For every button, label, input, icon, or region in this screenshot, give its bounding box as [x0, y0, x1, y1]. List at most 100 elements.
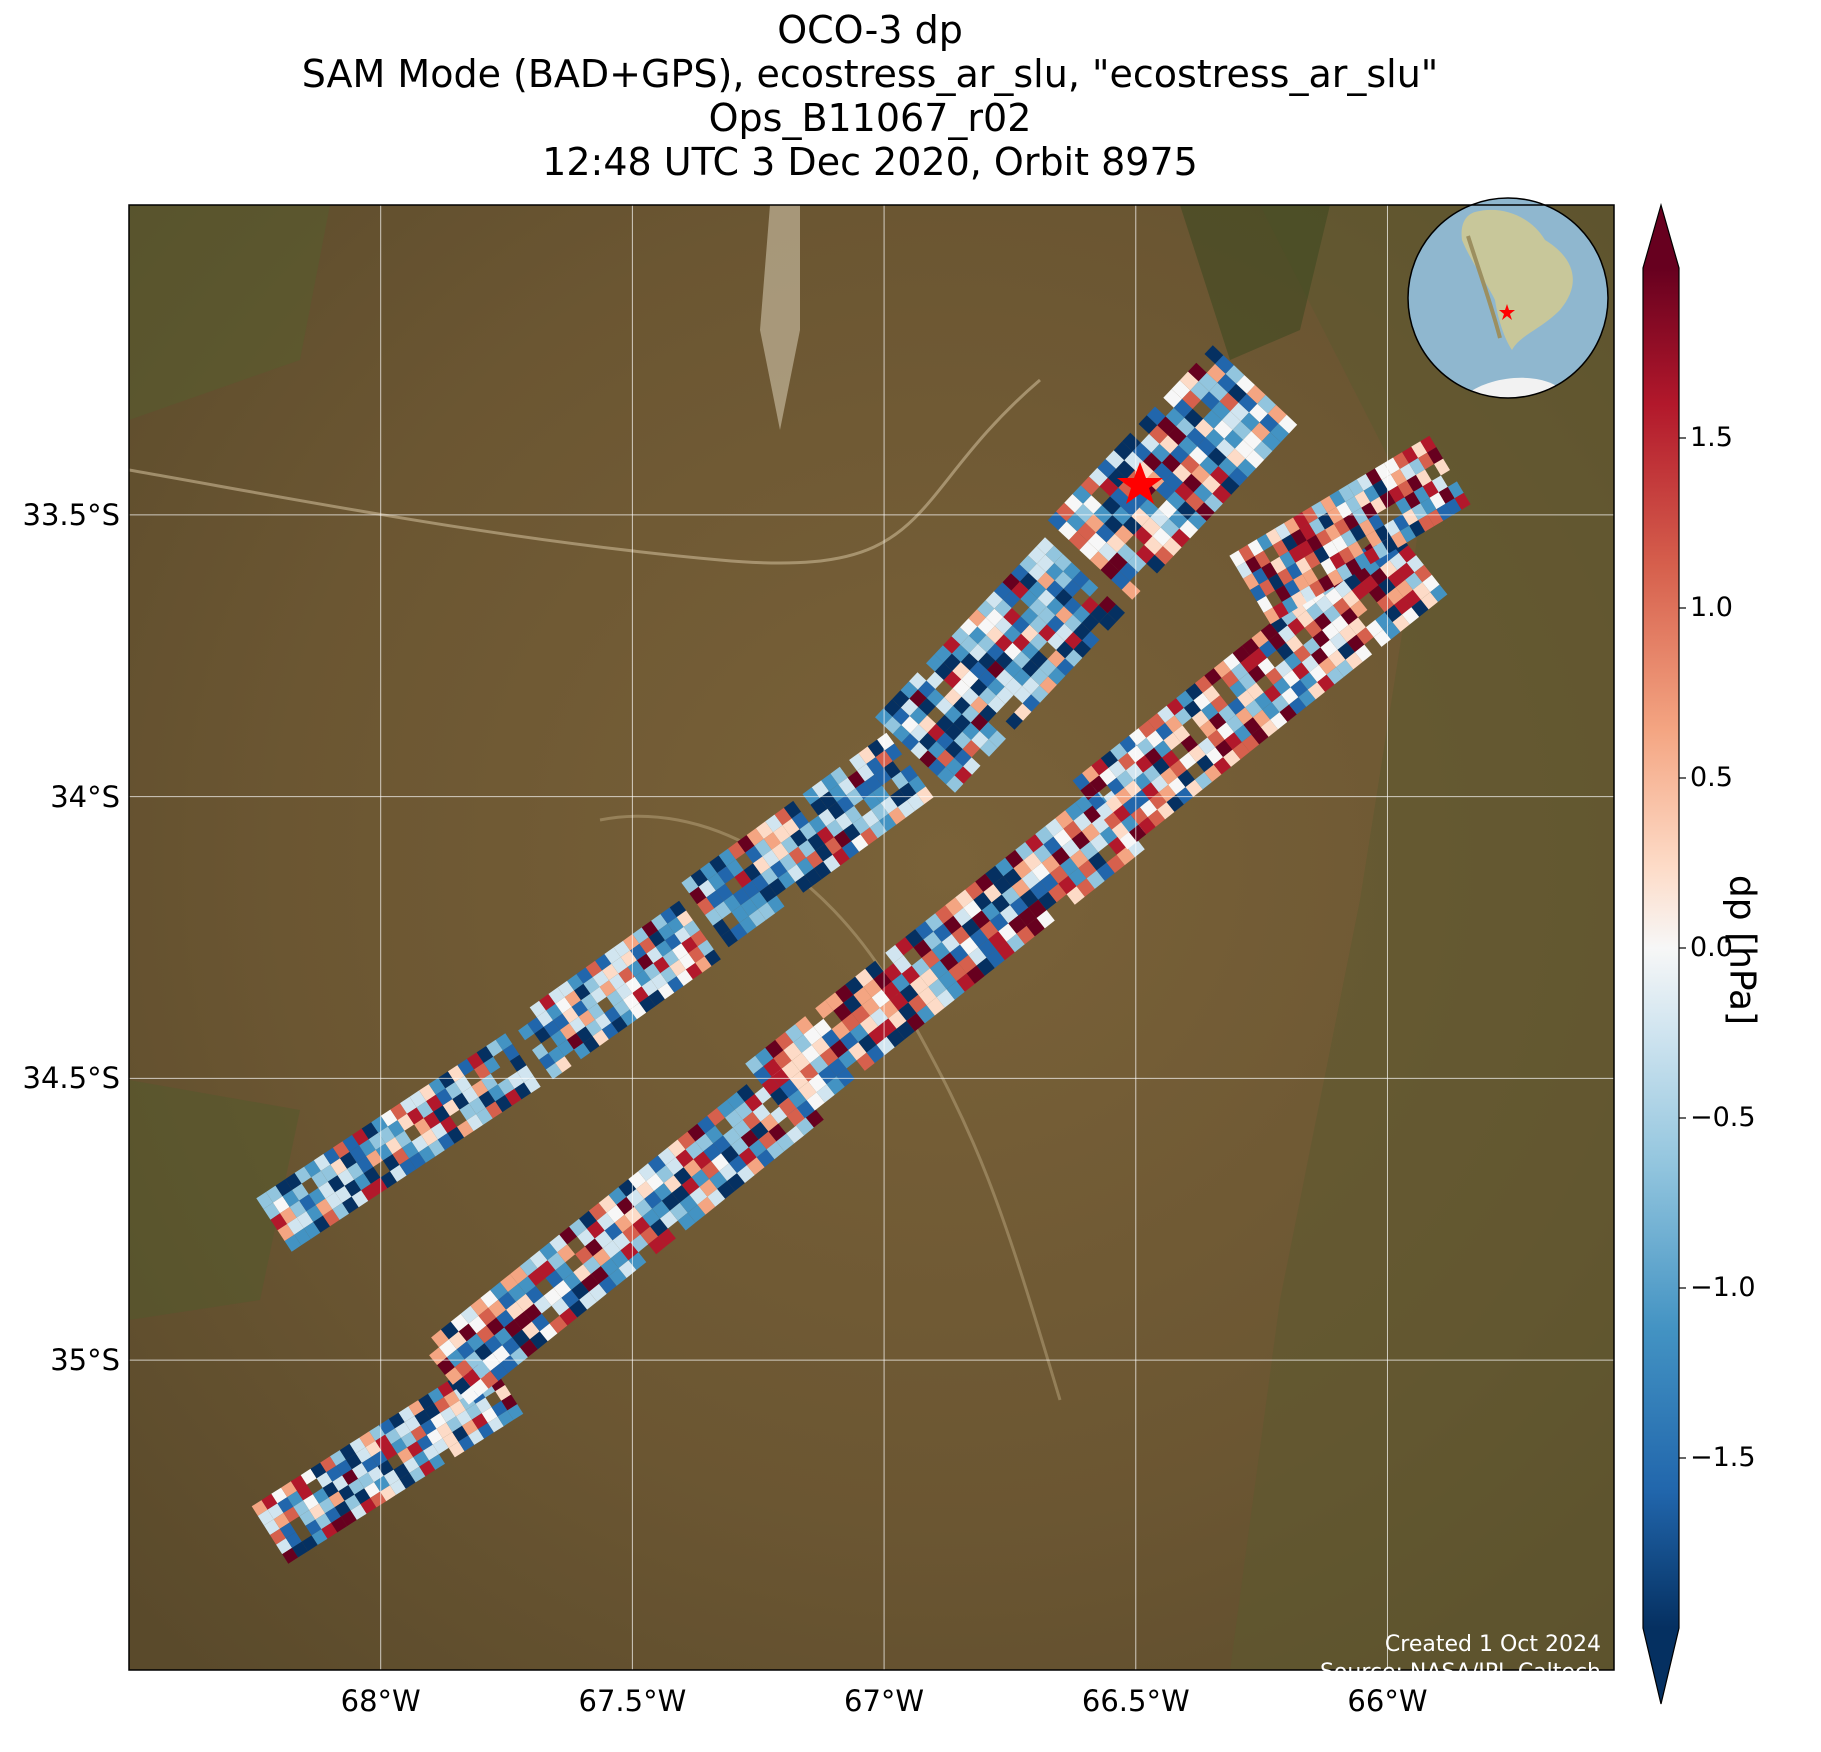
dp-footprint-cell: [1336, 563, 1353, 581]
dp-footprint-cell: [588, 1003, 605, 1020]
dp-footprint-cell: [1012, 633, 1030, 652]
dp-footprint-cell: [1256, 596, 1273, 613]
dp-footprint-cell: [1274, 660, 1293, 678]
lon-tick-label: 67°W: [844, 1684, 925, 1718]
dp-footprint-cell: [1359, 519, 1375, 536]
dp-footprint-cell: [783, 800, 802, 819]
dp-footprint-cell: [1420, 497, 1437, 515]
dp-footprint-cell: [292, 1183, 309, 1201]
dp-footprint-cell: [1299, 523, 1316, 541]
dp-footprint-cell: [1019, 555, 1037, 573]
dp-footprint-cell: [1021, 659, 1040, 677]
dp-footprint-cell: [1114, 525, 1134, 544]
dp-footprint-cell: [380, 1171, 397, 1189]
dp-footprint-cell: [699, 1179, 718, 1197]
dp-footprint-cell: [393, 1463, 410, 1480]
dp-footprint-cell: [707, 1188, 726, 1207]
dp-footprint-cell: [1165, 407, 1185, 427]
dp-footprint-cell: [1048, 667, 1066, 685]
dp-footprint-cell: [1176, 417, 1195, 437]
dp-footprint-cell: [416, 1101, 434, 1119]
dp-footprint-cell: [1110, 743, 1128, 761]
dp-footprint-cell: [831, 1021, 850, 1040]
lat-tick-label: 33.5°S: [22, 497, 120, 532]
dp-footprint-cell: [1065, 649, 1083, 667]
title-line-2: SAM Mode (BAD+GPS), ecostress_ar_slu, "e…: [301, 52, 1439, 96]
dp-footprint-cell: [581, 1274, 599, 1292]
dp-footprint-cell: [529, 1250, 548, 1269]
dp-footprint-cell: [1164, 472, 1184, 492]
dp-footprint-cell: [712, 918, 731, 937]
dp-footprint-cell: [1180, 735, 1198, 753]
dp-footprint-cell: [1229, 680, 1247, 698]
dp-footprint-cell: [311, 1170, 328, 1188]
dp-footprint-cell: [345, 1453, 362, 1470]
dp-footprint-cell: [896, 1020, 915, 1040]
dp-footprint-cell: [488, 1299, 507, 1318]
dp-footprint-cell: [1204, 668, 1222, 686]
dp-footprint-cell: [1031, 685, 1049, 703]
dp-footprint-cell: [798, 840, 816, 858]
dp-footprint-cell: [765, 814, 783, 833]
dp-footprint-cell: [808, 815, 827, 834]
dp-footprint-cell: [1251, 630, 1269, 648]
dp-footprint-cell: [771, 842, 789, 861]
dp-footprint-cell: [1322, 540, 1339, 558]
dp-footprint-cell: [660, 966, 677, 983]
dp-footprint-cell: [1369, 585, 1387, 603]
dp-footprint-cell: [1064, 614, 1082, 632]
dp-footprint-cell: [730, 922, 748, 941]
dp-footprint-cell: [1281, 596, 1298, 614]
dp-footprint-cell: [736, 1084, 755, 1102]
dp-footprint-cell: [608, 1187, 627, 1205]
dp-footprint-cell: [829, 784, 847, 802]
dp-footprint-cell: [407, 1441, 423, 1458]
dp-footprint-cell: [339, 1443, 356, 1460]
dp-footprint-cell: [1178, 436, 1198, 455]
dp-footprint-cell: [1147, 809, 1166, 827]
dp-footprint-cell: [978, 669, 996, 688]
dp-footprint-cell: [737, 835, 755, 853]
dp-footprint-cell: [1427, 509, 1444, 527]
dp-footprint-cell: [1259, 579, 1275, 596]
dp-footprint-cell: [474, 1343, 493, 1362]
dp-footprint-cell: [665, 1157, 684, 1176]
dp-footprint-cell: [297, 1484, 313, 1501]
dp-footprint-cell: [327, 1175, 345, 1193]
dp-footprint-cell: [467, 1052, 484, 1070]
dp-footprint-cell: [1281, 534, 1298, 552]
dp-footprint-cell: [1158, 784, 1177, 803]
dp-footprint-cell: [410, 1425, 427, 1442]
south-america-shape: [1461, 209, 1573, 350]
dp-footprint-cell: [1173, 398, 1193, 418]
dp-footprint-cell: [923, 931, 942, 950]
dp-footprint-cell: [604, 1006, 621, 1023]
dp-footprint-cell: [604, 1222, 623, 1241]
dp-footprint-cell: [447, 1065, 465, 1083]
dp-footprint-cell: [726, 859, 744, 877]
dp-footprint-cell: [1397, 562, 1415, 580]
dp-footprint-cell: [509, 1054, 527, 1072]
dp-footprint-cell: [1098, 542, 1118, 562]
dp-footprint-cell: [681, 936, 698, 954]
dp-footprint-cell: [1204, 345, 1224, 364]
dp-footprint-cell: [602, 1240, 621, 1259]
colorbar-tick-label: 1.0: [1690, 592, 1733, 623]
dp-footprint-cell: [1030, 668, 1049, 686]
dp-footprint-cell: [835, 812, 853, 831]
dp-footprint-cell: [600, 1258, 619, 1276]
dp-footprint-cell: [349, 1437, 366, 1454]
dp-footprint-cell: [1108, 552, 1128, 572]
dp-footprint-cell: [440, 1321, 459, 1340]
dp-footprint-cell: [1080, 476, 1100, 496]
dp-footprint-cell: [1147, 713, 1166, 731]
dp-footprint-cell: [1002, 573, 1020, 591]
dp-footprint-cell: [549, 1234, 568, 1253]
dp-footprint-cell: [517, 1276, 536, 1294]
dp-footprint-cell: [1340, 607, 1358, 625]
dp-footprint-cell: [1418, 514, 1435, 532]
dp-footprint-cell: [1445, 498, 1462, 516]
dp-footprint-cell: [611, 957, 628, 974]
dp-footprint-cell: [1436, 503, 1453, 521]
dp-footprint-cell: [419, 1460, 436, 1477]
